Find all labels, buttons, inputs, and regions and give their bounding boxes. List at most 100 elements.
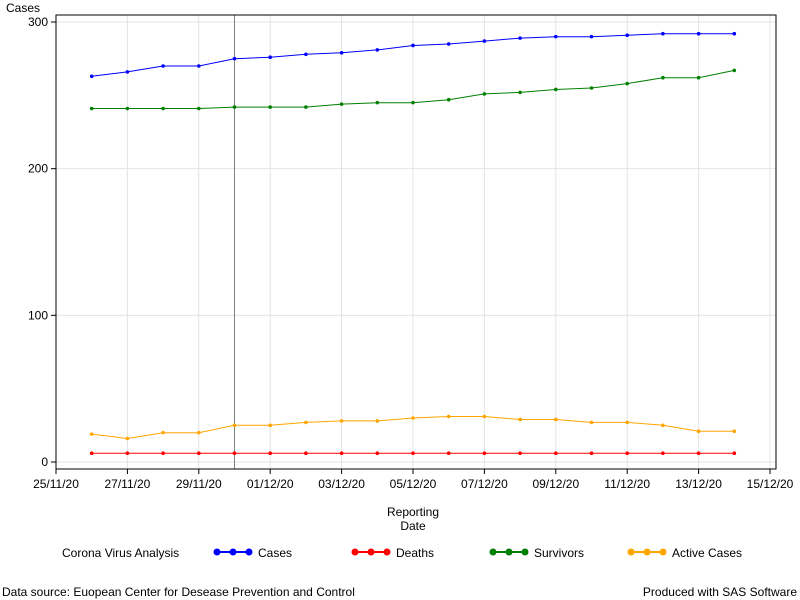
x-tick-label: 05/12/20 (390, 477, 437, 491)
data-point (304, 105, 308, 109)
data-point (518, 417, 522, 422)
legend-marker (659, 548, 667, 556)
data-point (304, 52, 308, 57)
data-point (375, 100, 380, 105)
data-point (732, 68, 737, 73)
data-point (89, 432, 94, 436)
x-axis-label-line2: Date (400, 519, 426, 533)
x-tick-label: 15/12/20 (747, 477, 794, 491)
y-tick-label: 300 (28, 15, 48, 29)
legend-title: Corona Virus Analysis (62, 546, 179, 560)
data-point (197, 451, 201, 456)
legend-marker (505, 548, 513, 556)
data-point (411, 416, 415, 420)
data-point (375, 419, 380, 423)
legend-item-active-cases: Active Cases (627, 546, 742, 560)
x-tick-label: 13/12/20 (675, 477, 722, 491)
data-point (446, 97, 451, 102)
data-point (125, 70, 130, 74)
legend-marker (367, 548, 375, 556)
x-tick-label: 09/12/20 (532, 477, 579, 491)
legend-label: Deaths (396, 546, 434, 560)
x-axis-label-line1: Reporting (387, 505, 439, 519)
x-tick-label: 03/12/20 (318, 477, 365, 491)
x-tick-label: 11/12/20 (604, 477, 650, 491)
software-credit: Produced with SAS Software (642, 585, 797, 599)
legend-marker (213, 548, 221, 556)
data-point (125, 436, 130, 441)
legend-item-survivors: Survivors (489, 546, 584, 560)
data-point (375, 451, 380, 456)
data-point (589, 420, 594, 425)
data-point (304, 451, 308, 456)
series-survivors (89, 68, 737, 111)
data-point (518, 36, 522, 40)
plot-frame (55, 14, 777, 470)
data-point (446, 414, 451, 419)
data-point (268, 451, 273, 456)
legend-marker (245, 548, 253, 556)
y-tick-label: 0 (41, 455, 48, 469)
data-point (89, 74, 94, 79)
series-deaths (89, 451, 737, 456)
data-point (375, 48, 380, 52)
legend-label: Active Cases (672, 546, 742, 560)
data-point (161, 64, 165, 68)
data-point (197, 430, 201, 435)
data-point (625, 33, 629, 37)
legend-label: Cases (258, 546, 292, 560)
data-point (696, 75, 701, 80)
y-tick-label: 200 (28, 162, 48, 176)
data-point (625, 420, 629, 425)
data-point (732, 451, 737, 456)
data-point (661, 75, 665, 80)
data-point (232, 105, 237, 109)
legend-item-cases: Cases (213, 546, 292, 560)
data-source-note: Data source: Euopean Center for Desease … (2, 585, 355, 599)
data-point (482, 39, 487, 43)
data-point (125, 451, 130, 456)
data-point (232, 451, 237, 456)
data-point (161, 451, 165, 456)
data-point (589, 86, 594, 90)
x-tick-label: 25/11/20 (33, 477, 79, 491)
series-lines (89, 31, 737, 456)
legend-marker (643, 548, 651, 556)
data-point (89, 106, 94, 111)
data-point (554, 87, 558, 92)
data-point (625, 81, 629, 86)
data-point (232, 423, 237, 428)
data-point (411, 451, 415, 456)
data-point (161, 430, 165, 435)
legend-marker (383, 548, 391, 556)
y-axis-label: Cases (6, 1, 40, 15)
legend-marker (229, 548, 237, 556)
gridlines (55, 15, 776, 469)
data-point (661, 451, 665, 456)
data-point (554, 34, 558, 39)
x-tick-label: 29/11/20 (176, 477, 222, 491)
data-point (197, 106, 201, 111)
data-point (268, 423, 273, 428)
series-cases (89, 31, 737, 79)
data-point (696, 451, 701, 456)
data-point (339, 51, 344, 55)
y-tick-label: 100 (28, 308, 48, 322)
data-point (268, 55, 273, 59)
data-point (589, 451, 594, 456)
data-point (482, 92, 487, 96)
data-point (197, 64, 201, 68)
legend-marker (627, 548, 635, 556)
data-point (554, 417, 558, 422)
legend-marker (489, 548, 497, 556)
data-point (482, 414, 487, 419)
data-point (411, 43, 415, 48)
legend-item-deaths: Deaths (351, 546, 434, 560)
x-tick-label: 27/11/20 (104, 477, 150, 491)
data-point (732, 429, 737, 434)
data-point (518, 451, 522, 456)
data-point (518, 90, 522, 95)
data-point (339, 451, 344, 456)
axes: 0 100 200 300 25/11/20 27/11/20 29/11/20 01/12/… (28, 15, 794, 491)
